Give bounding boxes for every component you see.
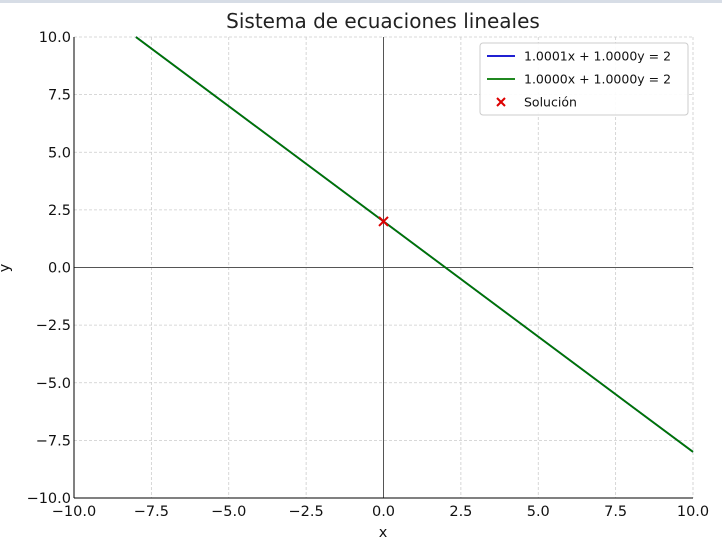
series-layer bbox=[135, 36, 694, 453]
x-tick-label: 5.0 bbox=[527, 504, 550, 520]
x-axis-label: x bbox=[379, 525, 388, 540]
y-axis-label: y bbox=[0, 263, 13, 272]
legend: 1.0001x + 1.0000y = 2 1.0000x + 1.0000y =… bbox=[479, 42, 689, 116]
y-tick-label: 5.0 bbox=[48, 145, 71, 161]
solution-marker bbox=[378, 216, 389, 227]
legend-label-2: 1.0000x + 1.0000y = 2 bbox=[524, 72, 671, 87]
y-tick-label: 7.5 bbox=[48, 88, 71, 104]
x-tick-label: −10.0 bbox=[52, 504, 96, 520]
legend-label-1: 1.0001x + 1.0000y = 2 bbox=[524, 49, 671, 64]
y-tick-label: −5.0 bbox=[36, 376, 71, 392]
y-tick-label: 0.0 bbox=[48, 261, 71, 277]
y-tick-label: 2.5 bbox=[48, 203, 71, 219]
marker-stroke bbox=[378, 216, 389, 227]
x-tick-label: −7.5 bbox=[134, 504, 169, 520]
y-tick-label: −10.0 bbox=[27, 491, 71, 507]
y-tick-label: 10.0 bbox=[39, 30, 71, 46]
legend-swatch-marker bbox=[496, 97, 506, 107]
axes-frame bbox=[73, 37, 693, 499]
x-tick-label: −2.5 bbox=[289, 504, 324, 520]
series-line-2 bbox=[135, 36, 694, 453]
top-border bbox=[0, 0, 722, 3]
x-tick-label: 2.5 bbox=[449, 504, 472, 520]
x-tick-label: 10.0 bbox=[677, 504, 709, 520]
x-tick-label: −5.0 bbox=[211, 504, 246, 520]
chart-title: Sistema de ecuaciones lineales bbox=[226, 9, 540, 33]
marker-stroke bbox=[496, 97, 506, 107]
y-tick-label: −2.5 bbox=[36, 318, 71, 334]
x-tick-label: 0.0 bbox=[372, 504, 395, 520]
y-tick-label: −7.5 bbox=[36, 433, 71, 449]
legend-box bbox=[479, 42, 689, 116]
tick-labels: −10.0 −7.5 −5.0 −2.5 0.0 2.5 5.0 7.5 10.0 −10.0 −7… bbox=[27, 30, 710, 520]
x-tick-label: 7.5 bbox=[604, 504, 627, 520]
legend-label-3: Solución bbox=[524, 95, 577, 110]
zero-axes bbox=[74, 37, 693, 498]
